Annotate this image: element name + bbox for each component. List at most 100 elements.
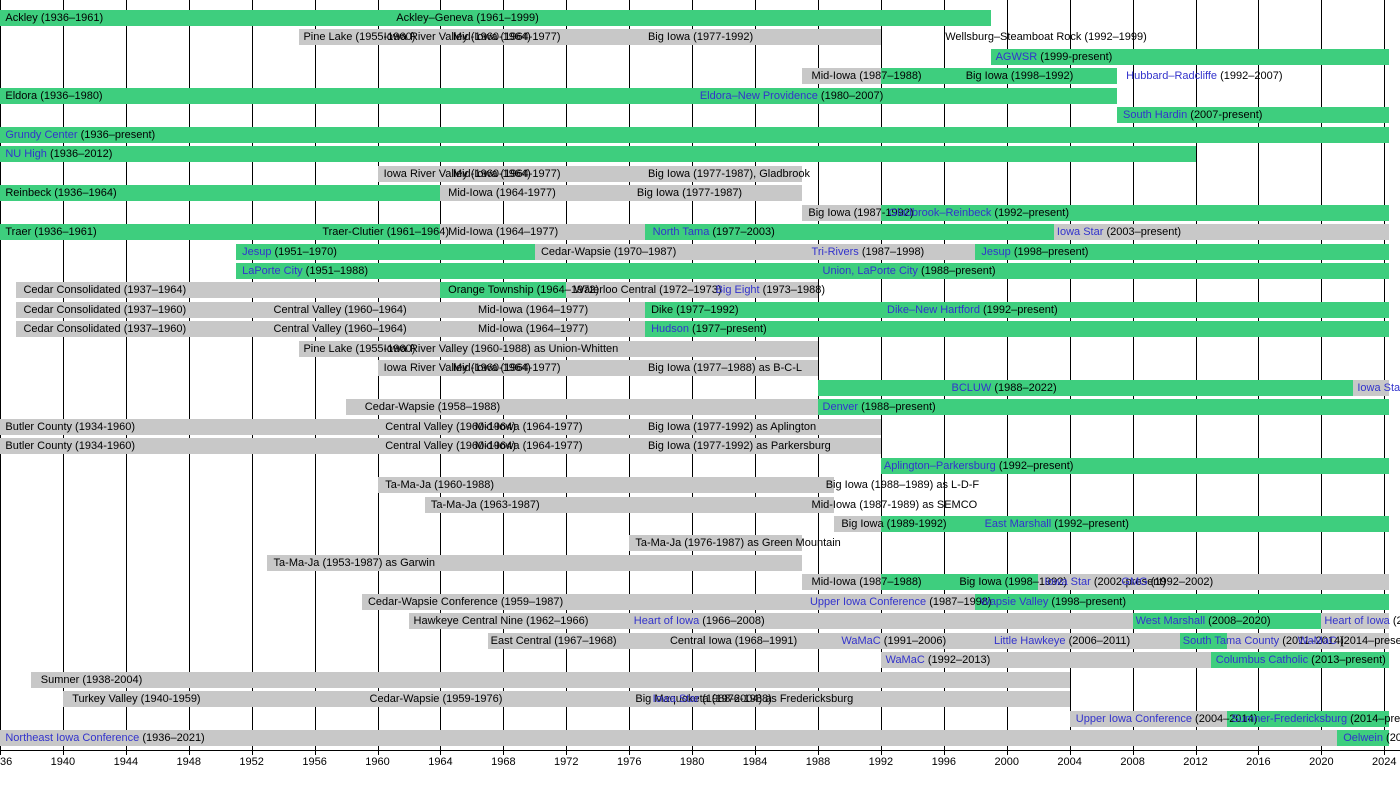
segment-label: Oelwein (2021–present) bbox=[1340, 730, 1400, 746]
axis-tick-label: 2004 bbox=[1057, 756, 1082, 768]
axis-tick bbox=[377, 750, 379, 755]
timeline-bar bbox=[0, 127, 1389, 143]
timeline-bar bbox=[644, 321, 1389, 337]
segment-link[interactable]: Columbus Catholic bbox=[1215, 654, 1309, 666]
segment-link[interactable]: Union, LaPorte City bbox=[822, 265, 918, 277]
timeline-bar bbox=[487, 633, 1180, 649]
timeline-bar bbox=[817, 399, 1389, 415]
segment-link[interactable]: NU High bbox=[5, 148, 47, 160]
segment-label: East Central (1967–1968) bbox=[488, 633, 617, 649]
segment-link[interactable]: LaPorte City bbox=[242, 265, 303, 277]
segment-link[interactable]: Grundy Center bbox=[5, 129, 78, 141]
timeline-bar bbox=[802, 574, 881, 590]
segment-link[interactable]: Heart of Iowa bbox=[1324, 615, 1390, 627]
segment-link[interactable]: Iowa Star bbox=[1044, 576, 1091, 588]
segment-label-text: Mid-Iowa (1964–1977) bbox=[478, 323, 589, 335]
segment-label: Iowa Star (2022–present) bbox=[1354, 380, 1400, 396]
segment-label-text: (2021–present) bbox=[1386, 732, 1400, 744]
segment-link[interactable]: WaMaC bbox=[841, 635, 881, 647]
segment-link[interactable]: South Tama County bbox=[1182, 635, 1280, 647]
segment-link[interactable]: BCLUW bbox=[951, 382, 992, 394]
segment-link[interactable]: Oelwein bbox=[1343, 732, 1383, 744]
segment-link[interactable]: Hubbard–Radcliffe bbox=[1126, 70, 1218, 82]
segment-link[interactable]: North Tama bbox=[652, 226, 710, 238]
segment-label: Central Iowa (1968–1991) bbox=[667, 633, 797, 649]
segment-label-text: (1987–1998) bbox=[858, 246, 925, 258]
segment-link[interactable]: Wapsie Valley bbox=[979, 596, 1049, 608]
segment-link[interactable]: South Hardin bbox=[1123, 109, 1188, 121]
timeline-bar bbox=[235, 244, 535, 260]
segment-link[interactable]: Iowa Star bbox=[652, 693, 700, 705]
timeline-bar bbox=[298, 341, 818, 357]
segment-link[interactable]: Tri-Rivers bbox=[811, 246, 859, 258]
segment-link[interactable]: Hudson bbox=[651, 323, 689, 335]
segment-label: Big Maquoketa (1976-1988) bbox=[632, 691, 771, 707]
segment-link[interactable]: Denver bbox=[822, 401, 859, 413]
segment-label: Big Iowa (1977-1992) as Aplington bbox=[645, 419, 816, 435]
segment-link[interactable]: Gladbrook–Reinbeck bbox=[888, 207, 992, 219]
segment-link[interactable]: Eldora–New Providence bbox=[699, 90, 818, 102]
segment-label-text: (1977–present) bbox=[689, 323, 767, 335]
segment-link[interactable]: Little Hawkeye bbox=[994, 635, 1066, 647]
timeline-bar bbox=[880, 458, 1389, 474]
segment-label: Turkey Valley (1940-1959) bbox=[69, 691, 200, 707]
segment-label: Mid-Iowa (1964-1977) bbox=[450, 360, 561, 376]
axis-tick bbox=[1132, 750, 1134, 755]
segment-link[interactable]: AGWSR bbox=[995, 51, 1038, 63]
axis-tick-label: 1968 bbox=[491, 756, 516, 768]
segment-link[interactable]: Upper Iowa Conference bbox=[809, 596, 927, 608]
segment-link[interactable]: WaMaC bbox=[1297, 635, 1337, 647]
segment-link[interactable]: Dike–New Hartford bbox=[887, 304, 980, 316]
segment-label-text: (1992–2002) bbox=[1147, 576, 1214, 588]
segment-label-text: Big Maquoketa (1976-1988) bbox=[635, 693, 772, 705]
axis-tick-label: 1940 bbox=[50, 756, 76, 768]
axis-tick-label: 1936 bbox=[0, 756, 13, 768]
timeline-bar bbox=[235, 263, 1389, 279]
segment-label: Hawkeye Central Nine (1962–1966) bbox=[411, 613, 589, 629]
gridline bbox=[125, 0, 127, 750]
segment-label: Butler County (1934-1960) bbox=[2, 438, 135, 454]
segment-link[interactable]: Jesup bbox=[242, 246, 272, 258]
segment-label: Sumner-Fredericksburg (2014–present) bbox=[1229, 711, 1400, 727]
segment-label-text: Big Iowa (1977-1987) bbox=[636, 187, 743, 199]
segment-link[interactable]: Heart of Iowa bbox=[633, 615, 700, 627]
segment-label: Pine Lake (1955-1960) bbox=[300, 341, 415, 357]
segment-link[interactable]: Upper Iowa Conference bbox=[1075, 713, 1192, 725]
segment-link[interactable]: Aplington–Parkersburg bbox=[883, 460, 996, 472]
segment-label: Cedar Consolidated (1937–1964) bbox=[20, 282, 186, 298]
segment-label-text: (1999-present) bbox=[1037, 51, 1113, 63]
segment-link[interactable]: West Marshall bbox=[1135, 615, 1206, 627]
segment-link[interactable]: GMG bbox=[1121, 576, 1148, 588]
timeline-bar bbox=[817, 380, 1353, 396]
segment-label-text: (1951–1988) bbox=[302, 265, 369, 277]
segment-label: Mid-Iowa (1964–1977) bbox=[475, 321, 588, 337]
segment-label: Ta-Ma-Ja (1953-1987) as Garwin bbox=[271, 555, 435, 571]
segment-label: Upper Iowa Conference (2004–2014) bbox=[1073, 711, 1258, 727]
axis-tick bbox=[314, 750, 316, 755]
segment-label: Big Iowa (1998–1992) bbox=[963, 68, 1074, 84]
segment-link[interactable]: Big Eight bbox=[715, 284, 760, 296]
segment-link[interactable]: Northeast Iowa Conference bbox=[5, 732, 140, 744]
timeline-bar bbox=[802, 68, 881, 84]
segment-label: Ackley (1936–1961) bbox=[2, 10, 103, 26]
axis-tick-label: 1992 bbox=[868, 756, 894, 768]
segment-link[interactable]: WaMaC bbox=[885, 654, 925, 666]
timeline-bar bbox=[1226, 633, 1389, 649]
axis-tick-label: 2024 bbox=[1372, 756, 1397, 768]
segment-link[interactable]: Jesup bbox=[981, 246, 1011, 258]
gridline bbox=[314, 0, 316, 750]
segment-link[interactable]: Sumner-Fredericksburg bbox=[1231, 713, 1348, 725]
segment-label-text: Mid-Iowa (1964–1977) bbox=[478, 304, 589, 316]
segment-label: South Tama County (2011–2014) bbox=[1180, 633, 1344, 649]
segment-link[interactable]: Iowa Star bbox=[1357, 382, 1400, 394]
x-axis-baseline bbox=[0, 750, 1400, 751]
segment-link[interactable]: Iowa Star bbox=[1056, 226, 1104, 238]
segment-label-text: (1992–present) bbox=[995, 460, 1074, 472]
segment-link[interactable]: East Marshall bbox=[984, 518, 1052, 530]
timeline-bar bbox=[424, 497, 834, 513]
axis-tick bbox=[817, 750, 819, 755]
segment-label-text: Cedar-Wapsie Conference (1959–1987) bbox=[367, 596, 564, 608]
segment-label: Columbus Catholic (2013–present) bbox=[1213, 652, 1386, 668]
axis-tick bbox=[692, 750, 694, 755]
segment-label-text: Waterloo Central (1972–1973) bbox=[574, 284, 722, 296]
